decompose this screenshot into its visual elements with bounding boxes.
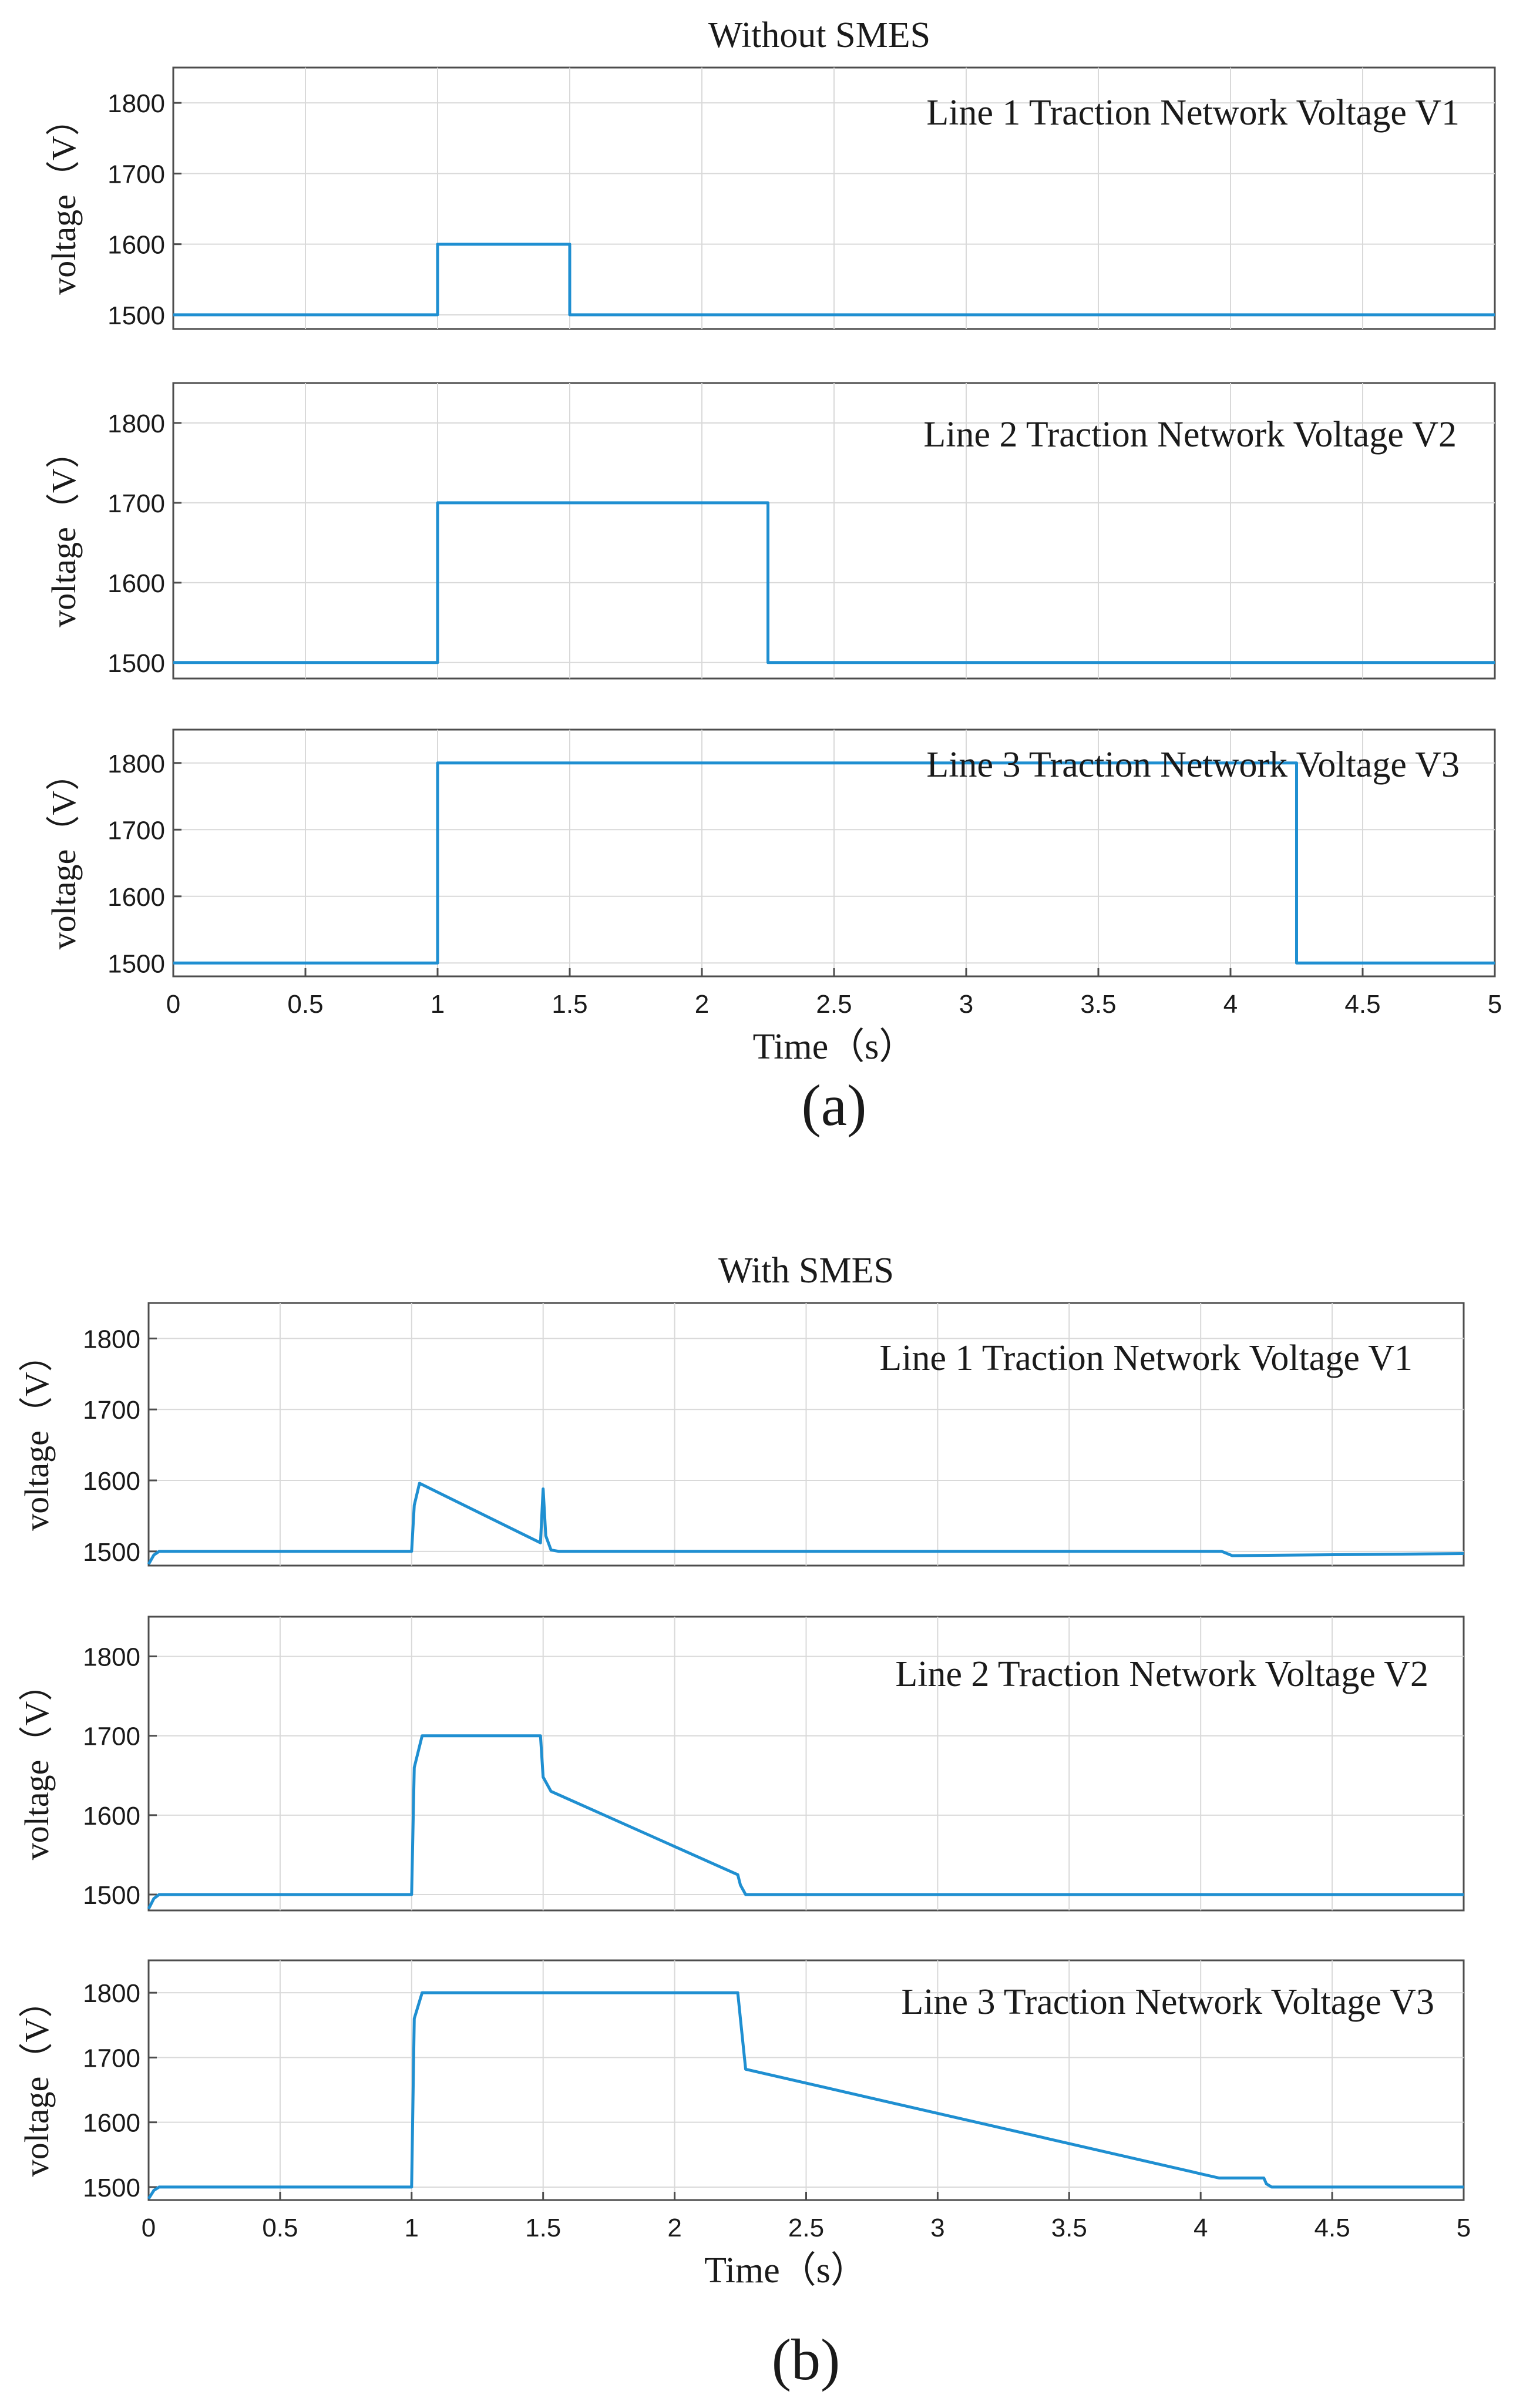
y-tick-label: 1500 [83,1881,140,1910]
y-axis-label: voltage（V） [18,1338,56,1531]
y-tick-label: 1500 [107,301,165,330]
x-tick-label: 2.5 [816,990,852,1019]
x-tick-label: 1.5 [552,990,587,1019]
x-tick-label: 0 [142,2214,156,2242]
x-tick-label: 3 [930,2214,944,2242]
x-axis-label: Time（s） [753,1027,916,1067]
y-tick-label: 1500 [107,949,165,978]
group-title: Without SMES [708,15,930,55]
series-line-V1 [147,1482,1464,1565]
y-axis-label: voltage（V） [18,1984,56,2177]
y-tick-label: 1800 [107,89,165,118]
x-tick-label: 3.5 [1051,2214,1087,2242]
plot-label: Line 2 Traction Network Voltage V2 [923,415,1457,455]
x-tick-label: 2 [667,2214,681,2242]
y-tick-label: 1700 [83,1722,140,1751]
y-axis-label: voltage（V） [45,757,83,950]
plot-label: Line 1 Traction Network Voltage V1 [879,1338,1413,1378]
plot-label: Line 2 Traction Network Voltage V2 [895,1654,1428,1694]
panel-caption-b: (b) [772,2327,840,2392]
y-tick-label: 1500 [107,649,165,678]
plot-label: Line 3 Traction Network Voltage V3 [901,1982,1434,2022]
y-tick-label: 1500 [83,1538,140,1567]
x-tick-label: 3.5 [1080,990,1116,1019]
series-line-V2 [173,501,1495,664]
chart-panel-a-3: 1500 1600 1700 1800 0 0.5 1 1.5 2 2.5 3 3.5 4 4.5 5 Lin… [45,728,1502,1067]
chart-panel-b-1: 1500 1600 1700 1800 Line 1 Traction Network … [18,1251,1465,1567]
chart-panel-b-3: 1500 1600 1700 1800 0 0.5 1 1.5 2 2.5 3 3.5 4 4.5 5 Lin… [18,1959,1471,2291]
x-tick-label: 0.5 [262,2214,298,2242]
y-tick-label: 1800 [83,1325,140,1354]
y-tick-label: 1600 [107,569,165,598]
x-tick-label: 3 [959,990,973,1019]
y-tick-label: 1700 [107,816,165,845]
x-axis-label: Time（s） [704,2251,867,2291]
y-tick-label: 1700 [107,160,165,189]
chart-panel-a-2: 1500 1600 1700 1800 Line 2 Traction Network … [45,382,1496,680]
x-tick-label: 5 [1488,990,1502,1019]
y-axis-label: voltage（V） [45,434,83,627]
x-tick-label: 0.5 [287,990,323,1019]
x-tick-label: 1 [431,990,445,1019]
x-tick-label: 4 [1223,990,1238,1019]
y-tick-label: 1600 [107,231,165,260]
x-tick-label: 2.5 [788,2214,824,2242]
chart-panel-a-1: 1500 1600 1700 1800 Line 1 Traction Network … [45,15,1496,330]
y-axis-label: voltage（V） [18,1667,56,1860]
x-tick-label: 2 [695,990,709,1019]
series-line-V3 [173,761,1495,965]
series-line-V1 [173,243,1495,317]
series-line-V2 [147,1734,1464,1910]
x-tick-label: 5 [1457,2214,1471,2242]
y-tick-label: 1800 [83,1979,140,2008]
x-tick-label: 4.5 [1344,990,1380,1019]
y-tick-label: 1700 [83,2044,140,2073]
x-tick-label: 1.5 [525,2214,561,2242]
x-tick-label: 0 [166,990,180,1019]
series-line-V3 [147,1991,1464,2200]
y-tick-label: 1500 [83,2174,140,2202]
y-tick-label: 1800 [107,750,165,778]
x-tick-label: 1 [405,2214,419,2242]
y-tick-label: 1600 [83,1802,140,1831]
plot-label: Line 3 Traction Network Voltage V3 [926,745,1460,785]
plot-label: Line 1 Traction Network Voltage V1 [926,93,1460,133]
y-tick-label: 1800 [107,409,165,438]
y-tick-label: 1600 [83,1467,140,1496]
x-tick-label: 4 [1193,2214,1208,2242]
y-tick-label: 1700 [83,1396,140,1425]
y-tick-label: 1800 [83,1643,140,1672]
x-tick-label: 4.5 [1314,2214,1350,2242]
panel-caption-a: (a) [802,1073,867,1138]
chart-panel-b-2: 1500 1600 1700 1800 Line 2 Traction Network … [18,1616,1465,1912]
y-tick-label: 1700 [107,489,165,518]
y-tick-label: 1600 [83,2109,140,2138]
group-title: With SMES [718,1251,894,1291]
y-axis-label: voltage（V） [45,102,83,295]
y-tick-label: 1600 [107,883,165,912]
